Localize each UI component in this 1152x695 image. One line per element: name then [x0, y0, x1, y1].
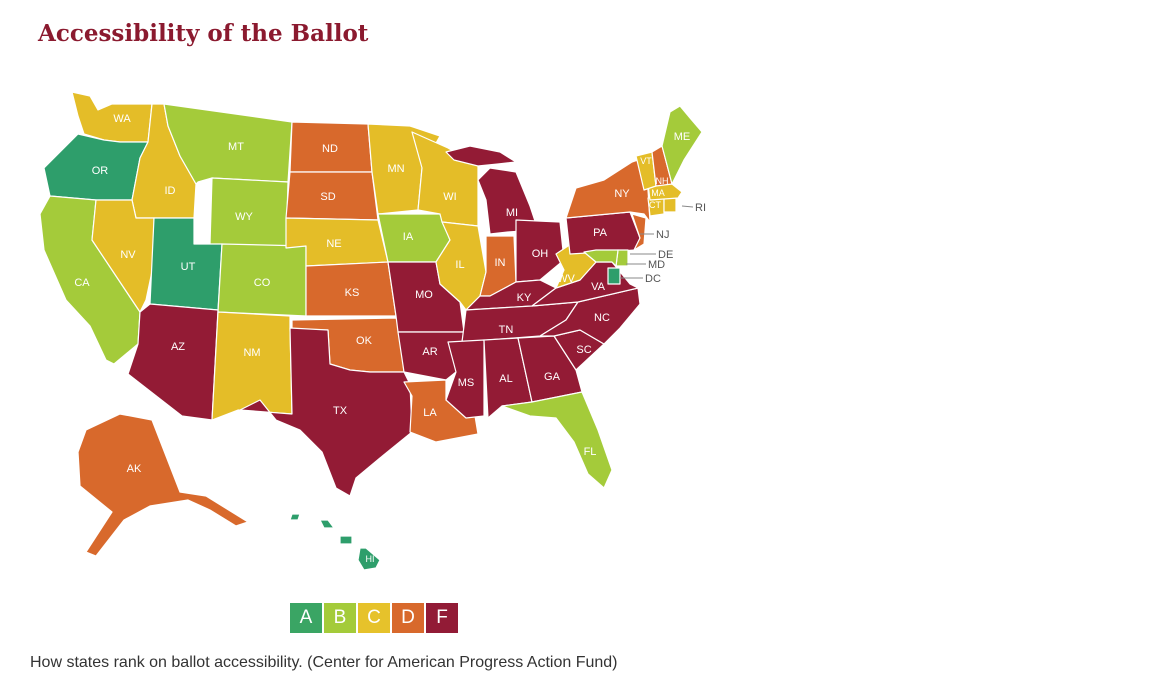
state-label-nm: NM — [243, 347, 260, 359]
state-label-in: IN — [495, 257, 506, 269]
state-label-il: IL — [455, 259, 464, 271]
state-label-mn: MN — [387, 163, 404, 175]
state-mi — [477, 167, 539, 235]
state-label-oh: OH — [532, 248, 549, 260]
state-label-wa: WA — [113, 113, 131, 125]
state-md — [583, 249, 619, 267]
state-label-al: AL — [499, 373, 512, 385]
state-nj — [631, 213, 647, 251]
state-hi-part-2 — [319, 519, 335, 529]
state-label-fl: FL — [584, 446, 597, 458]
state-label-tx: TX — [333, 405, 348, 417]
states-layer — [39, 91, 703, 571]
state-dc — [607, 267, 621, 285]
state-label-ok: OK — [356, 335, 373, 347]
legend-grade-c: C — [358, 603, 390, 633]
state-label-de: DE — [658, 249, 673, 261]
state-nc — [539, 287, 641, 345]
labels-layer: WA OR CA ID NV MT WY UT AZ CO NM ND SD NE KS OK TX MN IA MO… — [74, 113, 706, 564]
state-hi — [357, 547, 381, 571]
state-label-pa: PA — [593, 227, 608, 239]
state-label-ct: CT — [649, 200, 661, 210]
state-mi-part-1 — [445, 145, 517, 167]
state-ny — [565, 157, 651, 223]
state-ak — [77, 413, 249, 557]
legend-grade-b: B — [324, 603, 356, 633]
state-label-me: ME — [674, 131, 691, 143]
state-label-mi: MI — [506, 207, 518, 219]
state-il — [435, 221, 487, 311]
state-label-co: CO — [254, 277, 271, 289]
state-tx — [239, 327, 413, 497]
state-label-nh: NH — [656, 176, 669, 186]
state-label-wv: WV — [557, 273, 575, 285]
state-label-id: ID — [165, 185, 176, 197]
state-ar — [397, 331, 465, 381]
us-states-map: WA OR CA ID NV MT WY UT AZ CO NM ND SD NE KS OK TX MN IA MO… — [39, 91, 706, 571]
state-label-ne: NE — [326, 238, 341, 250]
state-label-ar: AR — [422, 346, 437, 358]
state-az — [127, 303, 219, 421]
state-hi-part-1 — [289, 513, 301, 521]
state-label-ri: RI — [695, 202, 706, 214]
state-hi-part-3 — [339, 535, 353, 545]
state-label-az: AZ — [171, 341, 185, 353]
state-label-ma: MA — [651, 188, 665, 198]
state-label-nc: NC — [594, 312, 610, 324]
state-label-sd: SD — [320, 191, 335, 203]
state-label-va: VA — [591, 281, 606, 293]
state-label-hi: HI — [366, 554, 375, 564]
state-label-ny: NY — [614, 188, 630, 200]
state-label-vt: VT — [640, 156, 652, 166]
state-label-mt: MT — [228, 141, 244, 153]
state-ia — [377, 213, 451, 263]
state-label-ga: GA — [544, 371, 561, 383]
state-label-ca: CA — [74, 277, 90, 289]
map-caption: How states rank on ballot accessibility.… — [30, 654, 618, 671]
state-label-dc: DC — [645, 273, 661, 285]
state-label-ms: MS — [458, 377, 475, 389]
map-title: Accessibility of the Ballot — [38, 20, 369, 47]
state-label-tn: TN — [499, 324, 514, 336]
state-label-wi: WI — [443, 191, 456, 203]
state-label-la: LA — [423, 407, 437, 419]
state-label-mo: MO — [415, 289, 433, 301]
state-wa — [71, 91, 153, 143]
state-ri — [663, 197, 677, 213]
state-label-or: OR — [92, 165, 109, 177]
legend-grade-d: D — [392, 603, 424, 633]
state-label-ia: IA — [403, 231, 414, 243]
grade-legend: A B C D F — [290, 603, 458, 633]
state-label-wy: WY — [235, 211, 253, 223]
state-label-nv: NV — [120, 249, 136, 261]
state-me — [661, 105, 703, 185]
state-label-ky: KY — [517, 292, 532, 304]
state-fl — [501, 391, 613, 489]
state-label-sc: SC — [576, 344, 591, 356]
state-label-ak: AK — [127, 463, 142, 475]
state-label-ut: UT — [181, 261, 196, 273]
leader-line-ri — [681, 205, 694, 208]
state-oh — [515, 219, 565, 283]
state-label-nj: NJ — [656, 229, 669, 241]
state-label-nd: ND — [322, 143, 338, 155]
state-label-md: MD — [648, 259, 665, 271]
legend-grade-a: A — [290, 603, 322, 633]
state-la — [403, 379, 479, 443]
legend-grade-f: F — [426, 603, 458, 633]
state-label-ks: KS — [345, 287, 360, 299]
